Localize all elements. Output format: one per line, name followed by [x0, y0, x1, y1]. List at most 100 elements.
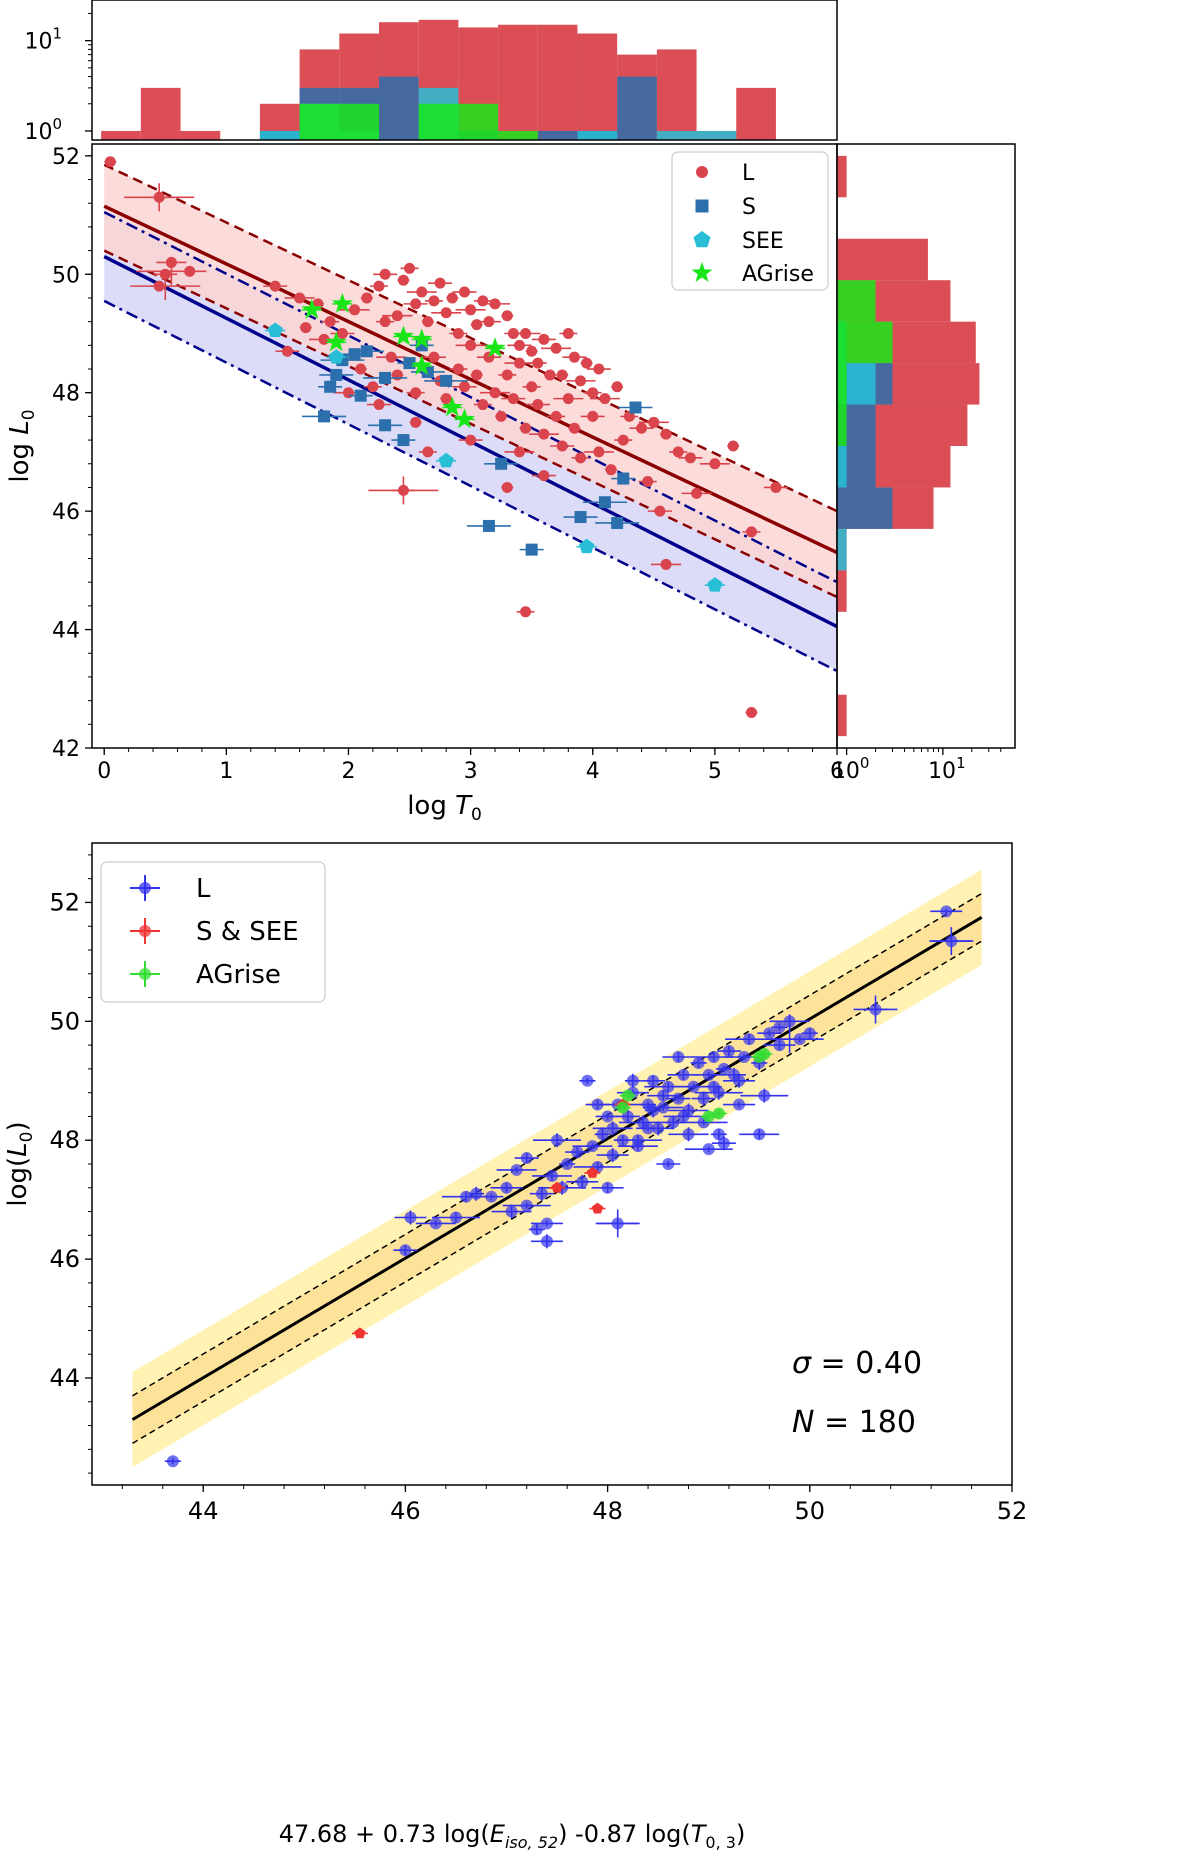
- right-histogram: [837, 155, 980, 737]
- L-point-13: [373, 280, 385, 292]
- bottom-legend-label: AGrise: [196, 960, 281, 990]
- L-point-86: [532, 399, 544, 411]
- right-hist-bar-L: [837, 694, 847, 737]
- S-point-20: [598, 496, 611, 509]
- bottom-L-point-79: [460, 1190, 473, 1203]
- bottom-L-point-77: [540, 1235, 553, 1248]
- bottom-L-point-1: [399, 1244, 412, 1257]
- bottom-L-point-6: [485, 1190, 498, 1203]
- bottom-x-axis-label: 47.68 + 0.73 log(Eiso, 52) -0.87 log(T0,…: [279, 1820, 746, 1852]
- fit-line-5: [103, 299, 837, 673]
- L-point-10: [336, 327, 348, 339]
- top-hist-bar-SEE: [577, 130, 618, 140]
- y-axis-label-prefix: log: [5, 435, 35, 483]
- bottom-L-point-34: [662, 1080, 675, 1093]
- bottom-L-point-74: [758, 1089, 771, 1102]
- L-point-24: [446, 292, 458, 304]
- L-point-76: [471, 369, 483, 381]
- L-point-102: [654, 505, 666, 517]
- right-hist-x-tick-exp: 0: [860, 754, 870, 772]
- bottom-legend-label: L: [196, 874, 211, 904]
- right-hist-bar-AGrise: [837, 404, 847, 446]
- L-point-69: [410, 387, 422, 399]
- bottom-L-point-42: [702, 1068, 715, 1081]
- x-tick-label: 2: [341, 759, 355, 784]
- bottom-L-point-81: [642, 1122, 655, 1135]
- n-annotation-value: 180: [859, 1405, 916, 1440]
- L-point-47: [599, 393, 611, 405]
- bottom-L-point-60: [581, 1074, 594, 1087]
- L-point-101: [642, 476, 654, 488]
- top-hist-bar-L: [498, 24, 538, 141]
- bottom-x-tick-label: 46: [390, 1497, 421, 1525]
- bottom-y-tick-label: 46: [49, 1245, 80, 1273]
- L-point-37: [532, 357, 544, 369]
- L-point-97: [617, 434, 629, 446]
- L-point-18: [410, 298, 422, 310]
- L-point-72: [440, 393, 452, 405]
- bottom-x-label-part: 47.68 + 0.73 log(: [279, 1820, 490, 1848]
- legend-marker-AGrise: [691, 262, 713, 282]
- fit-line-1: [103, 163, 837, 513]
- right-hist-bar-L: [837, 155, 847, 198]
- L-point-32: [501, 310, 513, 322]
- y-tick-label: 52: [52, 145, 80, 170]
- y-axis-label-var: L: [5, 420, 35, 435]
- top-hist-bar-AGrise: [339, 103, 380, 140]
- top-hist-y-tick-base: 10: [24, 120, 52, 145]
- bottom-x-label-sub: iso, 52: [505, 1833, 558, 1852]
- top-hist-bar-L: [577, 33, 618, 141]
- top-hist-y-tick-label: 100: [24, 115, 62, 145]
- S-point-12: [397, 434, 410, 447]
- bottom-legend-label: S & SEE: [196, 917, 299, 947]
- legend-marker-L: [696, 166, 708, 178]
- top-hist-bar-AGrise: [498, 130, 538, 140]
- bottom-L-point-86: [727, 1068, 740, 1081]
- L-point-60: [746, 706, 758, 718]
- L-point-81: [501, 369, 513, 381]
- legend-label: L: [742, 161, 755, 186]
- L-point-82: [507, 393, 519, 405]
- bottom-legend-marker: [139, 968, 151, 980]
- L-point-19: [416, 286, 428, 298]
- L-point-46: [593, 363, 605, 375]
- bottom-L-point-26: [621, 1110, 634, 1123]
- L-point-95: [593, 446, 605, 458]
- S-point-1: [330, 368, 343, 381]
- S-point-0: [324, 380, 337, 393]
- bottom-L-point-45: [717, 1062, 730, 1075]
- L-point-15: [391, 310, 403, 322]
- right-hist-bar-L: [837, 570, 847, 612]
- bottom-x-tick-label: 50: [795, 1497, 826, 1525]
- bottom-L-point-8: [505, 1205, 518, 1218]
- bottom-L-point-16: [571, 1146, 584, 1159]
- bottom-y-label-sub: 0: [17, 1132, 37, 1143]
- bottom-L-point-85: [707, 1080, 720, 1093]
- bottom-L-point-0: [166, 1455, 179, 1468]
- n-annotation: N = 180: [792, 1405, 916, 1440]
- L-point-35: [520, 327, 532, 339]
- bottom-L-point-35: [667, 1116, 680, 1129]
- bottom-L-point-21: [601, 1110, 614, 1123]
- L-point-88: [544, 369, 556, 381]
- fit-line: [131, 916, 983, 1421]
- bottom-L-point-12: [540, 1217, 553, 1230]
- bottom-L-point-4: [449, 1211, 462, 1224]
- bottom-L-point-31: [647, 1074, 660, 1087]
- legend-label: S: [742, 195, 756, 220]
- S-point-17: [611, 516, 624, 529]
- L-point-83: [513, 357, 525, 369]
- AGrise-point-0: [301, 298, 323, 319]
- x-tick-label: 4: [586, 759, 600, 784]
- S-point-11: [318, 410, 331, 423]
- L-point-36: [526, 345, 538, 357]
- L-point-66: [373, 399, 385, 411]
- bottom-L-point-66: [662, 1158, 675, 1170]
- S-point-10: [379, 419, 392, 432]
- bottom-L-point-49: [743, 1033, 756, 1046]
- top-hist-bar-SEE: [696, 130, 737, 140]
- x-tick-label: 0: [97, 759, 111, 784]
- bottom-L-point-10: [530, 1223, 543, 1236]
- bottom-L-point-40: [692, 1056, 705, 1069]
- bottom-L-point-39: [687, 1080, 700, 1093]
